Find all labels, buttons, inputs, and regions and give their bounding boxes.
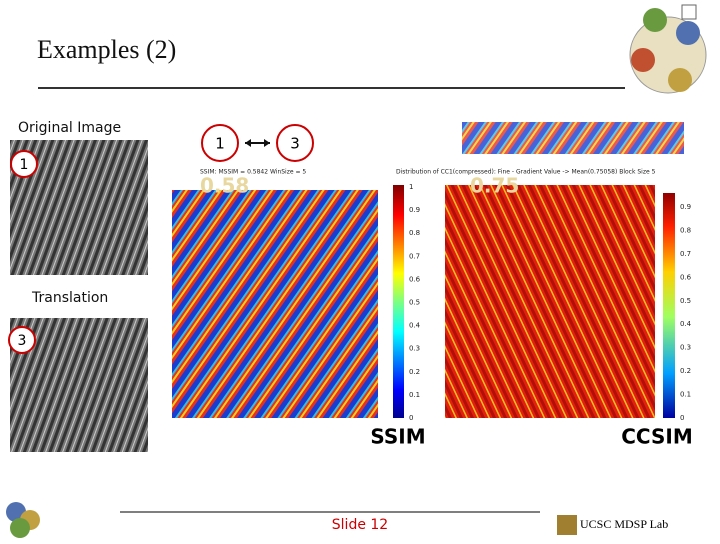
- badge: [8, 326, 36, 354]
- ccsim-colorbar: [663, 193, 675, 418]
- colorbar-tick: 0.2: [409, 368, 420, 376]
- colorbar-tick: 0.1: [409, 391, 420, 399]
- colorbar-tick: 0: [680, 414, 684, 422]
- arrow-heads: [245, 139, 270, 147]
- lab-icon: [557, 515, 577, 535]
- colorbar-tick: 0.9: [680, 203, 691, 211]
- colorbar-tick: 0.2: [680, 367, 691, 375]
- ssim-colorbar: [393, 185, 404, 418]
- ssim-caption: SSIM: MSSIM = 0.5842 WinSize = 5: [200, 169, 306, 176]
- colorbar-tick: 0.7: [680, 250, 691, 258]
- colorbar-tick: 0.3: [409, 345, 420, 353]
- logo: [629, 4, 707, 94]
- strip-image: [462, 122, 684, 154]
- translation-label: Translation: [31, 290, 108, 306]
- footer-logo: [6, 502, 40, 538]
- badge: [276, 124, 314, 162]
- colorbar-tick: 0.3: [680, 344, 691, 352]
- colorbar-tick: 0.4: [409, 322, 421, 330]
- badge-text: 1: [215, 135, 225, 153]
- badge-text: 1: [20, 157, 29, 173]
- badge-text: 3: [18, 333, 27, 349]
- colorbar-tick: 0.7: [409, 252, 420, 260]
- badge: [10, 150, 38, 178]
- title: Examples (2): [37, 35, 176, 64]
- lab-name: UCSC MDSP Lab: [580, 517, 668, 531]
- colorbar-tick: 0.1: [680, 391, 691, 399]
- ccsim-map: [445, 185, 655, 418]
- ccsim-score: 0.75: [470, 174, 519, 198]
- colorbar-tick: 0.6: [680, 273, 692, 281]
- colorbar-tick: 0.5: [680, 297, 691, 305]
- ssim-score: 0.58: [200, 174, 249, 198]
- colorbar-tick: 0.5: [409, 299, 420, 307]
- colorbar-tick: 0.8: [680, 226, 691, 234]
- ccsim-label: CCSIM: [621, 425, 692, 449]
- colorbar-tick: 0.9: [409, 206, 420, 214]
- colorbar-tick: 1: [409, 183, 413, 191]
- ssim-label: SSIM: [370, 425, 425, 449]
- colorbar-tick: 0.8: [409, 229, 420, 237]
- colorbar-tick: 0.6: [409, 275, 421, 283]
- colorbar-tick: 0: [409, 414, 413, 422]
- ssim-map: [172, 190, 378, 418]
- colorbar-tick: 0.4: [680, 320, 692, 328]
- original-label: Original Image: [18, 120, 121, 136]
- badge: [201, 124, 239, 162]
- ccsim-caption: Distribution of CC1(compressed): Fine - …: [396, 169, 656, 176]
- slide-number: Slide 12: [332, 517, 388, 533]
- badge-text: 3: [290, 135, 300, 153]
